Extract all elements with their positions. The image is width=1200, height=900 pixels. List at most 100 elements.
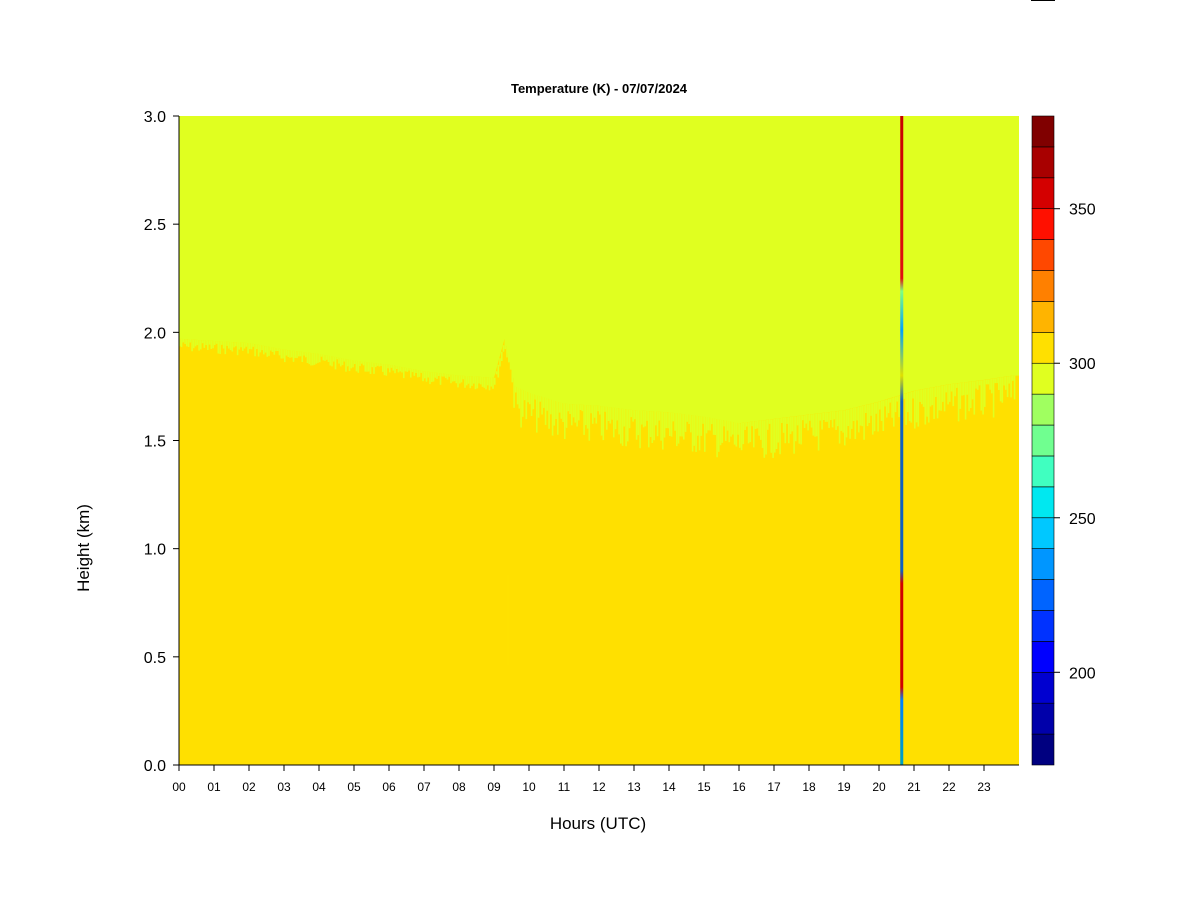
boundary-streak [228, 341, 230, 349]
boundary-streak [546, 398, 549, 411]
boundary-streak [557, 401, 559, 435]
boundary-streak [912, 391, 914, 399]
warm-morning-streak [216, 573, 219, 587]
warm-morning-streak [393, 579, 395, 593]
boundary-streak [305, 352, 307, 358]
warm-afternoon-streak [1006, 622, 1009, 633]
warm-morning-streak [380, 578, 382, 592]
boundary-streak [658, 411, 661, 421]
boundary-streak [627, 409, 629, 442]
boundary-streak [970, 381, 972, 408]
boundary-streak [390, 365, 393, 368]
boundary-streak [481, 377, 484, 387]
boundary-streak [751, 421, 753, 427]
warm-afternoon-streak [933, 675, 935, 683]
boundary-streak [709, 417, 711, 431]
boundary-streak [672, 412, 675, 422]
boundary-streak [681, 413, 683, 437]
boundary-streak [795, 416, 797, 442]
boundary-streak [275, 348, 277, 352]
warm-afternoon-streak [984, 629, 986, 642]
colorbar-segment [1031, 301, 1055, 333]
boundary-streak [366, 362, 368, 372]
boundary-streak [404, 367, 407, 372]
warm-morning-streak [449, 637, 452, 651]
boundary-streak [186, 339, 188, 347]
boundary-streak [644, 410, 647, 427]
boundary-streak [319, 354, 321, 363]
y-tick-label: 3.0 [144, 109, 166, 126]
boundary-streak [718, 419, 720, 452]
warm-afternoon-streak [1010, 616, 1012, 632]
boundary-streak [999, 377, 1002, 402]
warm-afternoon-streak [954, 643, 956, 660]
boundary-streak [947, 384, 949, 405]
boundary-streak [320, 354, 323, 357]
warm-morning-streak [372, 583, 374, 597]
boundary-streak [424, 371, 426, 379]
boundary-streak [343, 358, 346, 362]
warm-morning-streak [294, 571, 296, 585]
warm-morning-streak [424, 591, 426, 605]
boundary-streak [763, 420, 766, 458]
boundary-streak [938, 386, 941, 411]
boundary-streak [324, 354, 326, 361]
warm-morning-streak [302, 573, 305, 586]
boundary-streak [949, 384, 951, 402]
warm-morning-streak [382, 581, 384, 595]
boundary-streak [429, 371, 431, 385]
boundary-streak [765, 419, 767, 455]
boundary-streak [242, 342, 244, 351]
boundary-streak [180, 338, 183, 348]
colorbar-segment [1031, 610, 1055, 642]
colorbar-segment [1031, 579, 1055, 611]
boundary-streak [989, 379, 991, 390]
boundary-streak [677, 413, 680, 444]
warm-morning-streak [185, 581, 187, 595]
boundary-streak [697, 415, 699, 436]
boundary-streak [975, 381, 977, 389]
boundary-streaks [179, 338, 1016, 458]
boundary-streak [879, 401, 881, 410]
warm-morning-streak [254, 566, 256, 580]
boundary-streak [362, 361, 365, 366]
boundary-streak [399, 366, 402, 372]
boundary-streak [466, 376, 468, 386]
boundary-streak [704, 416, 706, 452]
boundary-streak [886, 399, 888, 418]
warm-morning-streak [353, 580, 355, 593]
x-tick-label: 21 [907, 780, 921, 794]
boundary-streak [401, 367, 403, 373]
x-tick-label: 23 [977, 780, 991, 794]
boundary-streak [684, 414, 687, 432]
warm-afternoon-streak [952, 658, 954, 662]
boundary-streak [721, 419, 724, 443]
boundary-streak [910, 391, 913, 423]
boundary-streak [350, 359, 353, 369]
boundary-streak [977, 380, 979, 390]
boundary-streak [471, 376, 473, 386]
boundary-streak [950, 384, 953, 392]
boundary-streak [730, 421, 732, 437]
boundary-streak [978, 380, 981, 386]
boundary-streak [607, 407, 610, 421]
boundary-streak [257, 344, 260, 357]
boundary-streak [326, 355, 328, 360]
boundary-streak [501, 351, 503, 361]
warm-morning-streak [391, 582, 393, 596]
x-tick-label: 13 [627, 780, 641, 794]
boundary-streak [777, 418, 780, 443]
boundary-streak [518, 388, 521, 409]
x-axis: 00 01 02 03 04 05 06 07 08 09 10 11 12 13 14 15 16 17 18 19… [172, 764, 1019, 794]
boundary-streak [831, 411, 834, 428]
boundary-streak [670, 412, 673, 437]
x-tick-label: 00 [172, 780, 186, 794]
colorbar-segment [1031, 208, 1055, 240]
boundary-streak [826, 412, 829, 422]
warm-morning-streak [321, 576, 324, 590]
boundary-streak [355, 360, 358, 372]
colorbar-segment [1031, 115, 1055, 148]
boundary-streak [956, 383, 958, 388]
boundary-streak [382, 363, 384, 372]
boundary-streak [940, 385, 942, 411]
